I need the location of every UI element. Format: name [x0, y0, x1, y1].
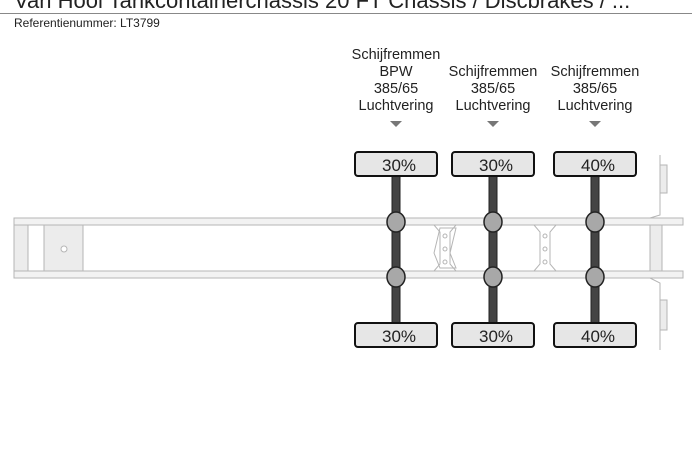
wheel-hub	[483, 266, 503, 288]
axle-label-line: BPW	[379, 64, 412, 80]
chevron-down-icon	[390, 121, 402, 127]
axle-label-line: 385/65	[471, 81, 515, 97]
tire-right-box	[451, 322, 535, 348]
tire-right-load: 30%	[479, 327, 513, 346]
axle-label-line: Schijfremmen	[551, 64, 640, 80]
axle-label-line: Luchtvering	[558, 98, 633, 114]
wheel-hub	[386, 211, 406, 233]
page-title: Van Hool Tankcontainerchassis 20 FT Chas…	[14, 0, 631, 13]
wheel-hub	[386, 266, 406, 288]
tire-right-box	[553, 322, 637, 348]
tire-left-box	[553, 151, 637, 177]
axle-label-line: 385/65	[573, 81, 617, 97]
divider	[0, 13, 692, 14]
axle-bar	[590, 175, 600, 325]
axle-label-line: Luchtvering	[456, 98, 531, 114]
tire-right-load: 30%	[382, 327, 416, 346]
axle-label-line: Schijfremmen	[449, 64, 538, 80]
wheel-hub	[585, 266, 605, 288]
tire-left-box	[451, 151, 535, 177]
axle-bar	[488, 175, 498, 325]
wheel-hub	[585, 211, 605, 233]
chassis-frame	[13, 155, 684, 350]
tire-left-load: 30%	[479, 156, 513, 175]
chevron-down-icon	[589, 121, 601, 127]
wheel-hub	[483, 211, 503, 233]
reference-number: Referentienummer: LT3799	[14, 16, 160, 30]
chevron-down-icon	[487, 121, 499, 127]
axle-label-line: 385/65	[374, 81, 418, 97]
axle-label-line: Luchtvering	[359, 98, 434, 114]
axle-label-line: Schijfremmen	[352, 47, 441, 63]
tire-right-box	[354, 322, 438, 348]
axle-bar	[391, 175, 401, 325]
tire-left-load: 40%	[581, 156, 615, 175]
tire-left-load: 30%	[382, 156, 416, 175]
tire-right-load: 40%	[581, 327, 615, 346]
tire-left-box	[354, 151, 438, 177]
